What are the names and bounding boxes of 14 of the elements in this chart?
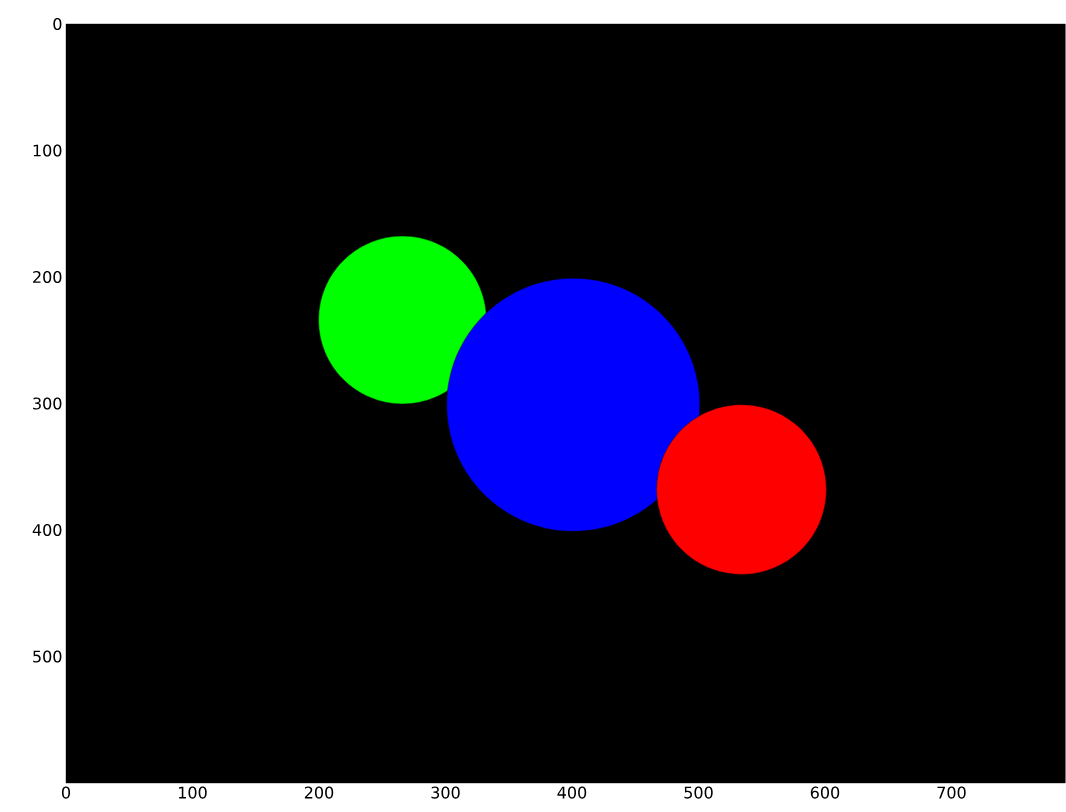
- x-tick-label: 100: [178, 786, 207, 799]
- x-tick-label: 200: [304, 786, 334, 799]
- x-tick-label: 500: [684, 786, 713, 799]
- y-tick-label: 400: [32, 523, 62, 537]
- x-tick-label: 400: [557, 786, 587, 799]
- y-tick-label: 500: [33, 650, 62, 663]
- x-tick-label: 600: [810, 786, 840, 799]
- x-tick-label: 0: [61, 786, 71, 799]
- y-tick-label: 200: [33, 270, 62, 284]
- y-tick-label: 0: [53, 17, 62, 31]
- y-tick-label: 300: [33, 397, 62, 410]
- x-tick-label: 300: [431, 786, 460, 799]
- y-tick-label: 100: [33, 144, 62, 157]
- x-tick-label: 700: [937, 786, 966, 799]
